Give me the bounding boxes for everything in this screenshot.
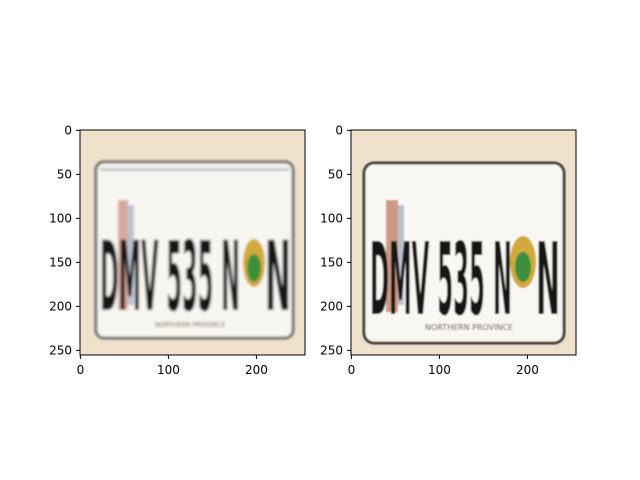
left-x-tick-label: 0	[77, 363, 85, 377]
right-plate-image: DMV 535 N N NORTHERN PROVINCE	[351, 130, 576, 355]
left-x-axis: 0 100 200	[77, 355, 268, 377]
right-y-axis: 0 50 100 150 200 250	[320, 124, 351, 358]
left-y-axis: 0 50 100 150 200 250	[49, 124, 80, 358]
right-y-tick-label: 100	[320, 212, 343, 226]
right-y-tick-label: 250	[320, 344, 343, 358]
right-axes-frame	[350, 129, 577, 356]
svg-text:N: N	[265, 221, 291, 333]
left-y-tick-label: 150	[49, 256, 72, 270]
right-panel: DMV 535 N N NORTHERN PROVINCE 0 50 100 1…	[320, 124, 577, 377]
right-x-tick-label: 200	[516, 363, 539, 377]
left-x-tick-label: 200	[245, 363, 268, 377]
svg-text:N: N	[536, 221, 560, 338]
left-plate-province: NORTHERN PROVINCE	[155, 321, 225, 329]
left-panel: DMV 535 N N NORTHERN PROVINCE 0 50 100 1…	[49, 124, 306, 377]
left-y-tick-label: 100	[49, 212, 72, 226]
right-y-tick-label: 200	[320, 300, 343, 314]
right-y-tick-label: 150	[320, 256, 343, 270]
left-x-tick-label: 100	[157, 363, 180, 377]
left-axes-frame	[79, 129, 306, 356]
right-y-tick-label: 0	[335, 124, 343, 138]
left-y-tick-label: 200	[49, 300, 72, 314]
left-plate-image: DMV 535 N N NORTHERN PROVINCE	[80, 130, 305, 355]
left-y-tick-label: 0	[64, 124, 72, 138]
right-x-axis: 0 100 200	[348, 355, 539, 377]
left-y-tick-label: 50	[57, 168, 72, 182]
right-plate-province: NORTHERN PROVINCE	[425, 323, 513, 332]
left-plate-characters: DMV 535 N	[100, 221, 240, 333]
right-x-tick-label: 0	[348, 363, 356, 377]
right-plate-characters: DMV 535 N	[370, 221, 512, 338]
right-x-tick-label: 100	[428, 363, 451, 377]
right-y-tick-label: 50	[328, 168, 343, 182]
left-y-tick-label: 250	[49, 344, 72, 358]
